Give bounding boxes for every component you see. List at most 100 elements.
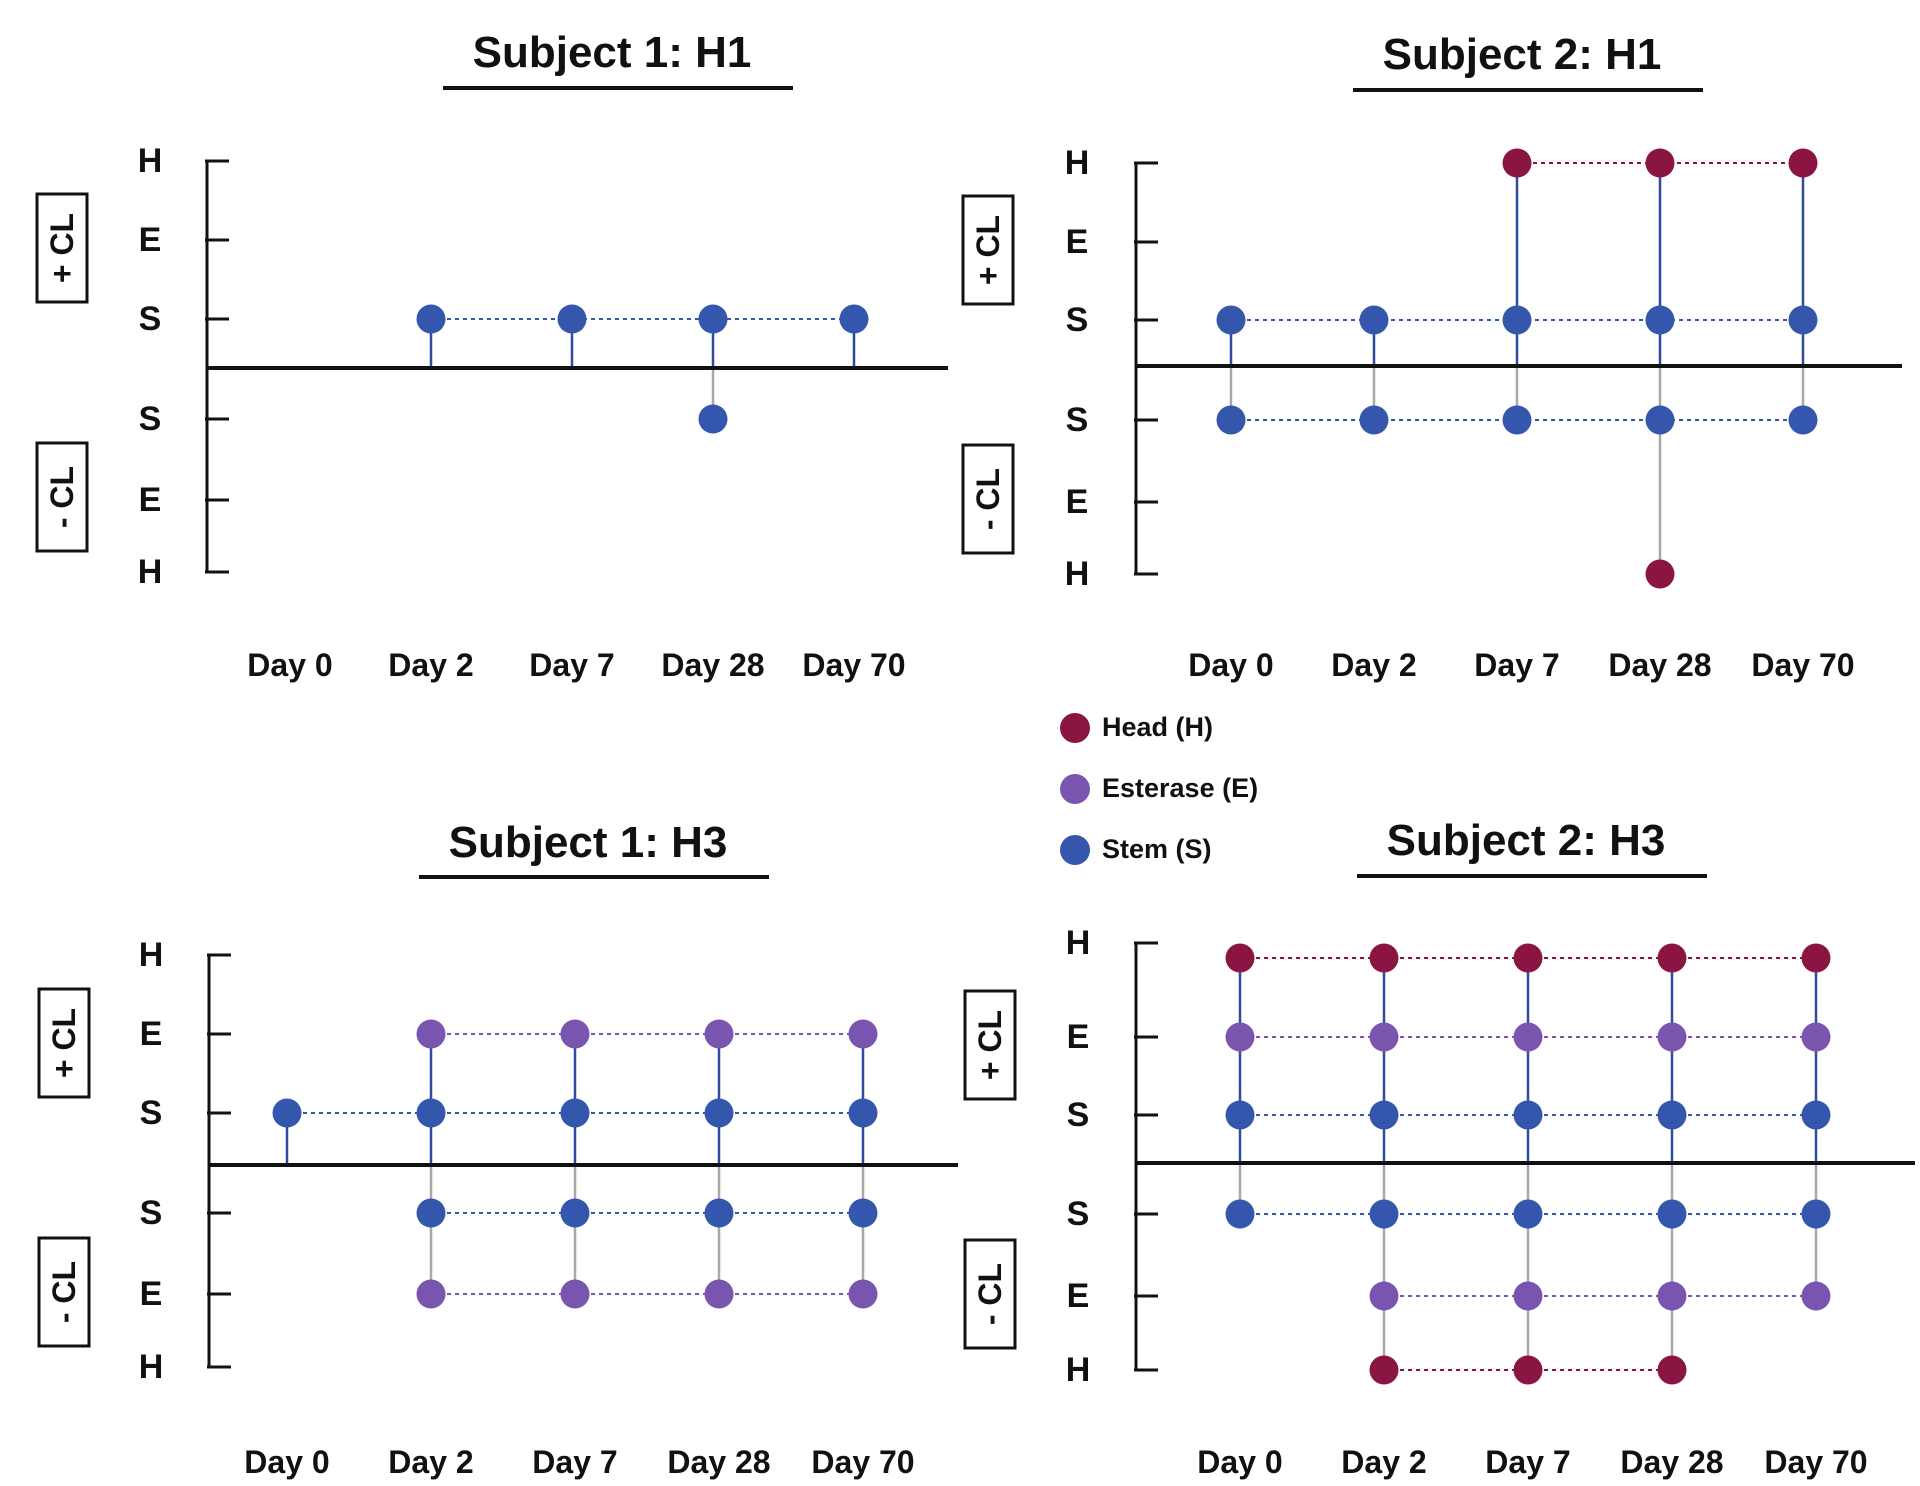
dot-minus-head-day-7 xyxy=(1513,1355,1543,1385)
x-tick-label-day-2: Day 2 xyxy=(388,647,473,683)
x-tick-label-day-2: Day 2 xyxy=(1331,647,1416,683)
dot-minus-esterase-day-7 xyxy=(1513,1281,1543,1311)
panel-title-subject1-h3: Subject 1: H3 xyxy=(448,818,728,867)
dot-plus-esterase-day-70 xyxy=(1801,1022,1831,1052)
group-label-plus-cl: + CL xyxy=(972,1010,1008,1080)
y-tick-label-bottom-H: H xyxy=(1066,1351,1091,1389)
dot-minus-stem-day-0 xyxy=(1216,405,1246,435)
y-tick-label-bottom-S: S xyxy=(140,1194,163,1232)
dot-plus-esterase-day-2 xyxy=(1369,1022,1399,1052)
dot-minus-stem-day-70 xyxy=(1801,1199,1831,1229)
dot-plus-esterase-day-28 xyxy=(704,1019,734,1049)
y-tick-label-top-H: H xyxy=(139,936,164,974)
x-tick-label-day-0: Day 0 xyxy=(1197,1444,1282,1480)
dot-minus-esterase-day-70 xyxy=(1801,1281,1831,1311)
y-tick-label-top-E: E xyxy=(1067,1018,1090,1056)
dot-plus-stem-day-2 xyxy=(1369,1100,1399,1130)
dot-plus-stem-day-2 xyxy=(416,1098,446,1128)
y-tick-label-bottom-S: S xyxy=(139,400,162,438)
dot-plus-stem-day-0 xyxy=(272,1098,302,1128)
dot-plus-head-day-28 xyxy=(1645,148,1675,178)
y-tick-label-bottom-E: E xyxy=(1067,1277,1090,1315)
dot-minus-stem-day-0 xyxy=(1225,1199,1255,1229)
dot-minus-stem-day-70 xyxy=(1788,405,1818,435)
legend-esterase-label: Esterase (E) xyxy=(1102,773,1259,803)
dot-minus-head-day-2 xyxy=(1369,1355,1399,1385)
group-box-minus-cl xyxy=(961,443,1015,555)
dot-minus-stem-day-70 xyxy=(848,1198,878,1228)
dot-plus-stem-day-28 xyxy=(704,1098,734,1128)
group-box-plus-cl xyxy=(37,987,91,1099)
dot-minus-head-day-28 xyxy=(1645,559,1675,589)
dot-plus-stem-day-2 xyxy=(1359,305,1389,335)
dot-plus-stem-day-7 xyxy=(557,304,587,334)
dot-minus-stem-day-7 xyxy=(1513,1199,1543,1229)
dot-minus-esterase-day-2 xyxy=(1369,1281,1399,1311)
dot-plus-stem-day-0 xyxy=(1225,1100,1255,1130)
x-tick-label-day-0: Day 0 xyxy=(244,1444,329,1480)
legend-stem-label: Stem (S) xyxy=(1102,834,1212,864)
group-box-plus-cl xyxy=(963,989,1017,1101)
dot-plus-head-day-2 xyxy=(1369,943,1399,973)
dot-plus-esterase-day-70 xyxy=(848,1019,878,1049)
dot-plus-head-day-7 xyxy=(1502,148,1532,178)
y-tick-label-top-S: S xyxy=(1066,301,1089,339)
title-underline-subject2-h3 xyxy=(1357,874,1707,878)
y-tick-label-top-E: E xyxy=(1066,223,1089,261)
x-tick-label-day-2: Day 2 xyxy=(1341,1444,1426,1480)
dot-plus-stem-day-7 xyxy=(1502,305,1532,335)
y-tick-label-top-E: E xyxy=(140,1015,163,1053)
dot-plus-head-day-70 xyxy=(1801,943,1831,973)
x-tick-label-day-7: Day 7 xyxy=(1474,647,1559,683)
x-tick-label-day-7: Day 7 xyxy=(529,647,614,683)
group-label-minus-cl: - CL xyxy=(46,1261,82,1323)
panel-title-subject2-h3: Subject 2: H3 xyxy=(1386,816,1666,865)
dot-minus-stem-day-2 xyxy=(1369,1199,1399,1229)
dot-minus-esterase-day-2 xyxy=(416,1279,446,1309)
group-label-minus-cl: - CL xyxy=(44,466,80,528)
y-tick-label-bottom-E: E xyxy=(140,1275,163,1313)
dot-minus-stem-day-28 xyxy=(1657,1199,1687,1229)
dot-plus-stem-day-0 xyxy=(1216,305,1246,335)
x-tick-label-day-0: Day 0 xyxy=(247,647,332,683)
y-tick-label-top-S: S xyxy=(1067,1096,1090,1134)
group-box-minus-cl xyxy=(35,441,89,553)
dot-plus-stem-day-28 xyxy=(1657,1100,1687,1130)
dot-minus-stem-day-2 xyxy=(1359,405,1389,435)
panel-title-subject1-h1: Subject 1: H1 xyxy=(472,28,752,77)
group-label-minus-cl: - CL xyxy=(970,468,1006,530)
panel-title-subject2-h1: Subject 2: H1 xyxy=(1382,30,1662,79)
x-tick-label-day-28: Day 28 xyxy=(667,1444,770,1480)
group-box-minus-cl xyxy=(963,1238,1017,1350)
dot-minus-stem-day-7 xyxy=(560,1198,590,1228)
legend-item-stem: Stem (S) xyxy=(1060,834,1212,865)
legend-esterase-dot-icon xyxy=(1060,773,1090,804)
dot-plus-head-day-0 xyxy=(1225,943,1255,973)
y-tick-label-bottom-S: S xyxy=(1067,1195,1090,1233)
dot-plus-stem-day-7 xyxy=(1513,1100,1543,1130)
dot-plus-esterase-day-0 xyxy=(1225,1022,1255,1052)
x-tick-label-day-70: Day 70 xyxy=(1764,1444,1867,1480)
y-tick-label-top-H: H xyxy=(1066,924,1091,962)
dot-minus-esterase-day-70 xyxy=(848,1279,878,1309)
legend-item-head: Head (H) xyxy=(1060,712,1213,743)
dot-minus-stem-day-28 xyxy=(698,404,728,434)
y-tick-label-top-S: S xyxy=(140,1094,163,1132)
dot-plus-stem-day-28 xyxy=(698,304,728,334)
x-tick-label-day-2: Day 2 xyxy=(388,1444,473,1480)
dot-plus-head-day-70 xyxy=(1788,148,1818,178)
dot-minus-esterase-day-7 xyxy=(560,1279,590,1309)
group-label-plus-cl: + CL xyxy=(44,213,80,283)
y-tick-label-bottom-H: H xyxy=(1065,555,1090,593)
group-label-plus-cl: + CL xyxy=(46,1008,82,1078)
group-box-minus-cl xyxy=(37,1236,91,1348)
dot-plus-stem-day-7 xyxy=(560,1098,590,1128)
y-tick-label-bottom-H: H xyxy=(139,1348,164,1386)
y-tick-label-top-S: S xyxy=(139,300,162,338)
title-underline-subject1-h3 xyxy=(419,875,769,879)
dot-plus-stem-day-2 xyxy=(416,304,446,334)
y-tick-label-bottom-H: H xyxy=(138,553,163,591)
dot-minus-esterase-day-28 xyxy=(704,1279,734,1309)
